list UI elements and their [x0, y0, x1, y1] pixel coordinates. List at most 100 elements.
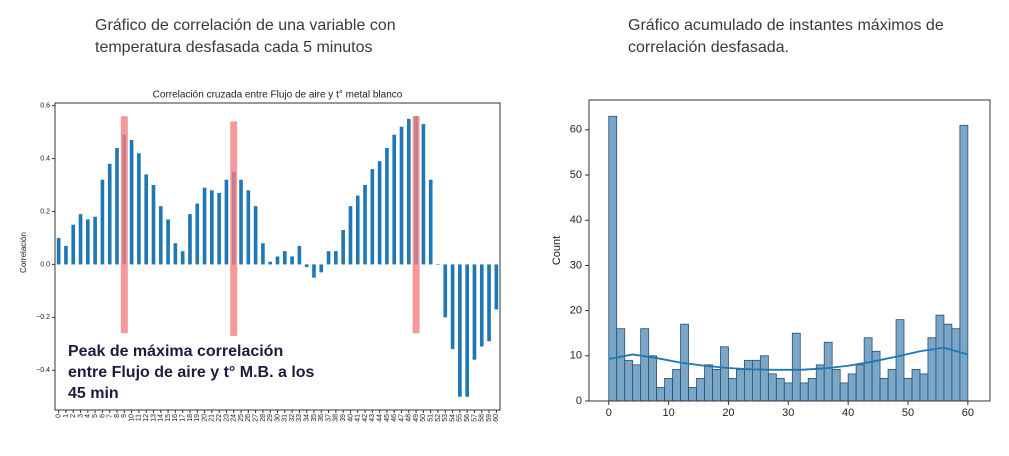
x-tick-label: 20	[722, 407, 734, 419]
hist-bar	[664, 378, 674, 402]
hist-bar	[807, 378, 817, 402]
hist-bar	[871, 350, 881, 402]
x-tick-label: 40	[842, 407, 854, 419]
hist-bar	[951, 328, 961, 402]
y-tick-label: 0.4	[40, 155, 50, 162]
y-tick-label: 20	[570, 305, 582, 317]
bar	[275, 256, 280, 265]
x-tick-label: 15	[165, 414, 172, 422]
x-tick-label: 47	[398, 414, 405, 422]
x-tick-label: 40	[347, 414, 354, 422]
y-axis-label: Count	[551, 236, 563, 265]
right-heading: correlación desfasada.	[628, 39, 789, 56]
x-tick-label: 57	[471, 414, 478, 422]
x-tick-label: 34	[304, 414, 311, 422]
x-tick-label: 0	[55, 414, 62, 418]
hist-bar	[791, 332, 801, 402]
x-tick-label: 59	[486, 414, 493, 422]
hist-bar	[927, 337, 937, 402]
y-tick-label: 50	[570, 169, 582, 181]
bar	[363, 185, 367, 265]
bar	[334, 251, 338, 265]
bar	[268, 261, 273, 265]
bar	[93, 216, 97, 265]
bar	[151, 185, 156, 265]
bar	[239, 179, 243, 265]
bar	[465, 264, 469, 397]
x-tick-label: 46	[391, 414, 398, 422]
hist-bar	[712, 368, 721, 402]
x-tick-label: 30	[782, 407, 794, 419]
x-tick-label: 51	[428, 414, 435, 422]
bar	[319, 264, 324, 273]
bar	[71, 224, 76, 265]
hist-bar	[863, 337, 873, 402]
y-tick-label: 0	[576, 395, 582, 407]
hist-bar	[815, 364, 825, 402]
x-tick-label: 55	[457, 414, 464, 422]
x-tick-label: 23	[223, 414, 230, 422]
hist-bar	[744, 359, 753, 402]
bar	[166, 219, 170, 265]
hist-bar	[624, 359, 634, 402]
hist-bar	[640, 328, 650, 402]
hist-bar	[656, 387, 665, 402]
bar	[297, 245, 302, 265]
x-tick-label: 22	[216, 414, 223, 422]
bar	[399, 126, 404, 265]
hist-bar	[919, 373, 929, 402]
x-tick-label: 6	[99, 414, 106, 418]
hist-bar	[879, 378, 889, 402]
bar	[246, 190, 251, 265]
bar	[450, 264, 455, 350]
bar	[107, 163, 112, 265]
bar	[348, 206, 353, 265]
bar	[202, 187, 207, 265]
hist-bar	[720, 346, 729, 402]
bar	[494, 264, 499, 310]
x-tick-label: 8	[114, 414, 121, 418]
hist-bar	[903, 378, 913, 402]
x-tick-label: 27	[252, 414, 259, 422]
highlight-band	[412, 116, 420, 334]
hist-bar	[799, 382, 809, 402]
hist-bar	[887, 368, 897, 402]
x-tick-label: 2	[70, 414, 77, 418]
x-tick-label: 54	[449, 414, 456, 422]
hist-bar	[823, 341, 833, 402]
bar	[210, 190, 214, 265]
highlight-band	[120, 116, 128, 334]
x-tick-label: 50	[902, 407, 914, 419]
bar	[173, 243, 178, 265]
hist-bar	[688, 387, 697, 402]
bar	[458, 264, 462, 397]
hist-bar	[767, 373, 777, 402]
x-tick-label: 16	[172, 414, 179, 422]
bar	[290, 256, 294, 265]
bar	[78, 214, 83, 265]
x-tick-label: 60	[493, 414, 500, 422]
x-tick-label: 18	[187, 414, 194, 422]
hist-bar	[895, 319, 905, 402]
x-tick-label: 45	[384, 414, 391, 422]
x-tick-label: 26	[245, 414, 252, 422]
annotation: 45 min	[68, 385, 119, 402]
plot-frame	[588, 99, 991, 402]
x-tick-label: 43	[369, 414, 376, 422]
hist-bar	[648, 355, 658, 402]
hist-bar	[616, 328, 626, 402]
x-tick-label: 44	[376, 414, 383, 422]
y-tick-label: −0.4	[36, 367, 50, 374]
hist-bar	[728, 378, 737, 402]
bar	[377, 161, 382, 265]
x-tick-label: 33	[296, 414, 303, 422]
y-tick-label: 10	[570, 350, 582, 362]
bar	[180, 251, 185, 265]
x-tick-label: 48	[406, 414, 413, 422]
y-axis-label: Correlación	[19, 232, 28, 273]
y-tick-label: 40	[570, 214, 582, 226]
hist-bar	[959, 124, 969, 402]
y-tick-label: 0.6	[40, 102, 50, 109]
x-tick-label: 49	[413, 414, 420, 422]
x-tick-label: 60	[962, 407, 974, 419]
